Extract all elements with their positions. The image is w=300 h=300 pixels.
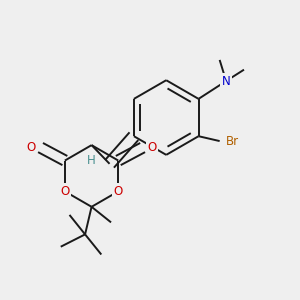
Text: Br: Br [226, 135, 239, 148]
Text: H: H [87, 154, 96, 167]
Text: O: O [60, 185, 70, 198]
Text: O: O [114, 185, 123, 198]
Text: O: O [147, 141, 156, 154]
Text: O: O [27, 141, 36, 154]
Text: N: N [222, 74, 230, 88]
